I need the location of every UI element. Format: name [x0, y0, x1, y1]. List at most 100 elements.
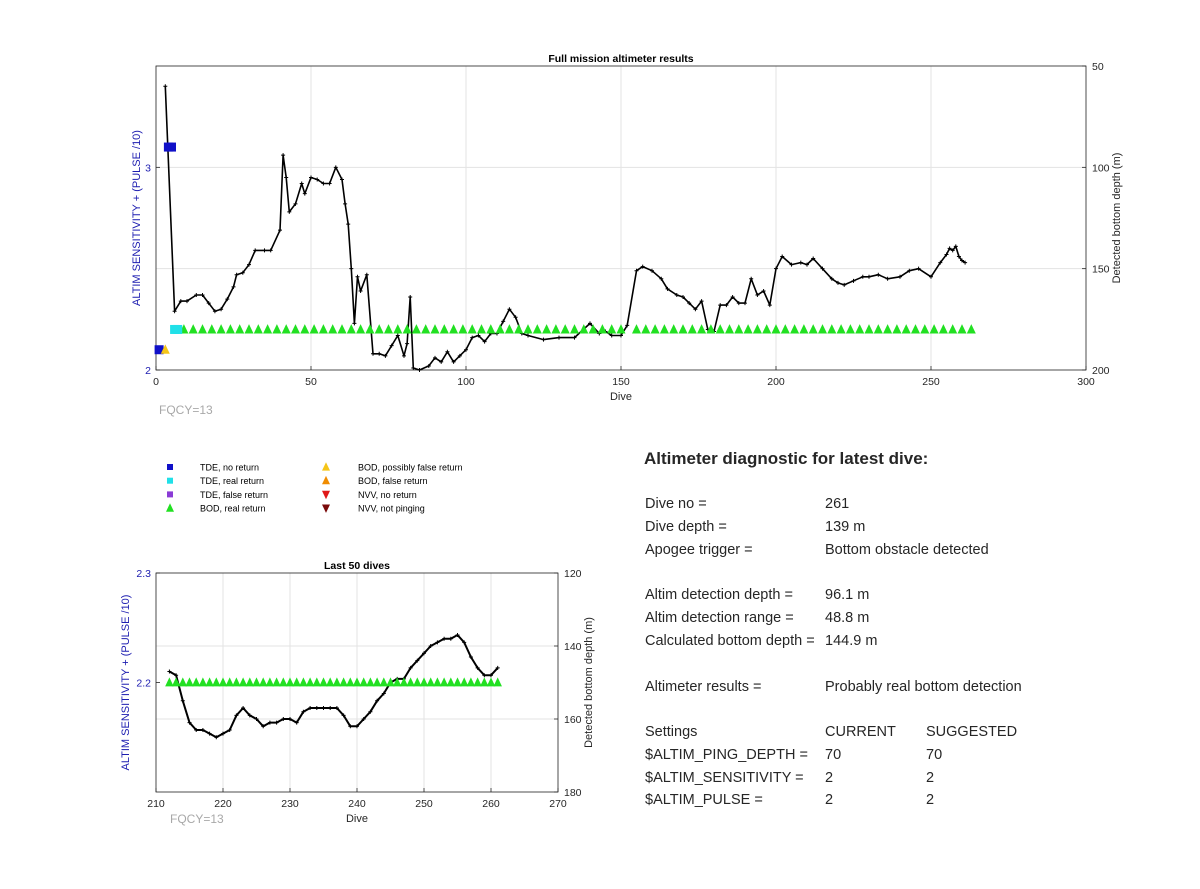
diagnostic-title: Altimeter diagnostic for latest dive: — [644, 449, 929, 468]
depth-point — [214, 735, 219, 740]
depth-point — [898, 274, 902, 279]
series-marker — [332, 677, 342, 687]
depth-point — [761, 288, 766, 293]
depth-point — [929, 274, 933, 279]
y-right-tick-label: 140 — [564, 641, 582, 653]
series-marker — [929, 324, 939, 334]
x-tick-label: 250 — [922, 376, 940, 388]
depth-point — [730, 295, 735, 300]
calculated-depth-value: 144.9 m — [825, 633, 878, 649]
legend-marker — [322, 504, 330, 513]
series-marker — [292, 677, 301, 687]
depth-point — [247, 262, 251, 267]
series-marker — [446, 677, 456, 687]
series-marker — [901, 324, 911, 334]
series-marker — [493, 677, 502, 687]
depth-point — [640, 264, 645, 269]
depth-point — [321, 706, 326, 711]
series-marker — [911, 324, 920, 334]
legend-label: BOD, real return — [200, 504, 266, 514]
x-tick-label: 200 — [767, 376, 785, 388]
series-marker — [337, 324, 347, 334]
series-marker — [762, 324, 772, 334]
depth-point — [789, 262, 794, 267]
depth-point — [457, 353, 462, 358]
depth-point — [650, 268, 654, 273]
series-marker — [207, 324, 217, 334]
series-marker — [281, 324, 291, 334]
depth-point — [200, 727, 205, 732]
series-marker — [393, 324, 403, 334]
depth-point — [328, 706, 333, 711]
x-tick-label: 100 — [457, 376, 475, 388]
series-marker — [790, 324, 800, 334]
y-right-axis-label: Detected bottom depth (m) — [583, 617, 595, 748]
depth-point — [327, 181, 332, 186]
depth-point — [482, 339, 487, 344]
series-marker — [542, 324, 552, 334]
depth-point — [513, 315, 518, 320]
depth-point — [361, 717, 366, 721]
series-marker — [191, 677, 201, 687]
depth-point — [426, 363, 431, 368]
depth-point — [836, 280, 840, 285]
depth-point — [489, 673, 493, 678]
depth-point — [963, 260, 968, 265]
ping-depth-suggested: 70 — [926, 747, 943, 763]
series-marker — [406, 677, 415, 687]
series-marker — [453, 677, 462, 687]
series-marker — [356, 324, 366, 334]
legend-label: BOD, possibly false return — [358, 463, 463, 473]
series-marker — [198, 324, 207, 334]
chart-title: Full mission altimeter results — [548, 53, 693, 65]
series-marker — [272, 324, 282, 334]
series-marker — [305, 677, 315, 687]
depth-point — [944, 252, 949, 257]
legend-marker — [322, 475, 330, 485]
altimeter-results-label: Altimeter results = — [645, 679, 762, 695]
depth-point — [241, 706, 246, 711]
legend-marker — [166, 503, 174, 512]
series-marker — [948, 324, 958, 334]
depth-point — [309, 175, 313, 180]
depth-point — [439, 359, 444, 364]
dive-no-value: 261 — [825, 496, 850, 512]
depth-point — [687, 301, 692, 306]
depth-point — [302, 191, 307, 196]
series-marker — [864, 324, 874, 334]
series-marker — [339, 677, 348, 687]
sensitivity-label: $ALTIM_SENSITIVITY = — [645, 770, 804, 786]
depth-point — [240, 270, 245, 275]
depth-point — [167, 669, 172, 674]
y-right-tick-label: 180 — [564, 787, 582, 799]
series-marker — [725, 324, 734, 334]
depth-point — [442, 636, 447, 641]
series-marker — [650, 324, 660, 334]
x-tick-label: 240 — [348, 798, 366, 810]
depth-point — [254, 717, 259, 721]
depth-point — [408, 665, 413, 670]
series-marker — [687, 324, 697, 334]
series-marker — [225, 324, 235, 334]
series-marker — [318, 324, 328, 334]
depth-point — [174, 673, 179, 678]
x-tick-label: 210 — [147, 798, 165, 810]
depth-point — [501, 319, 506, 324]
series-marker — [697, 324, 707, 334]
depth-point — [860, 274, 865, 279]
dive-no-label: Dive no = — [645, 496, 707, 512]
series-marker — [873, 324, 883, 334]
series-marker — [188, 324, 198, 334]
series-marker — [279, 677, 288, 687]
depth-point — [950, 248, 955, 253]
series-marker — [632, 324, 641, 334]
depth-point — [402, 353, 406, 358]
x-axis-label: Dive — [610, 391, 632, 403]
depth-point — [659, 276, 664, 281]
depth-point — [284, 175, 289, 180]
series-marker — [486, 677, 496, 687]
series-marker — [258, 677, 268, 687]
pulse-current: 2 — [825, 792, 834, 808]
depth-point — [200, 293, 205, 298]
depth-point — [267, 720, 272, 725]
